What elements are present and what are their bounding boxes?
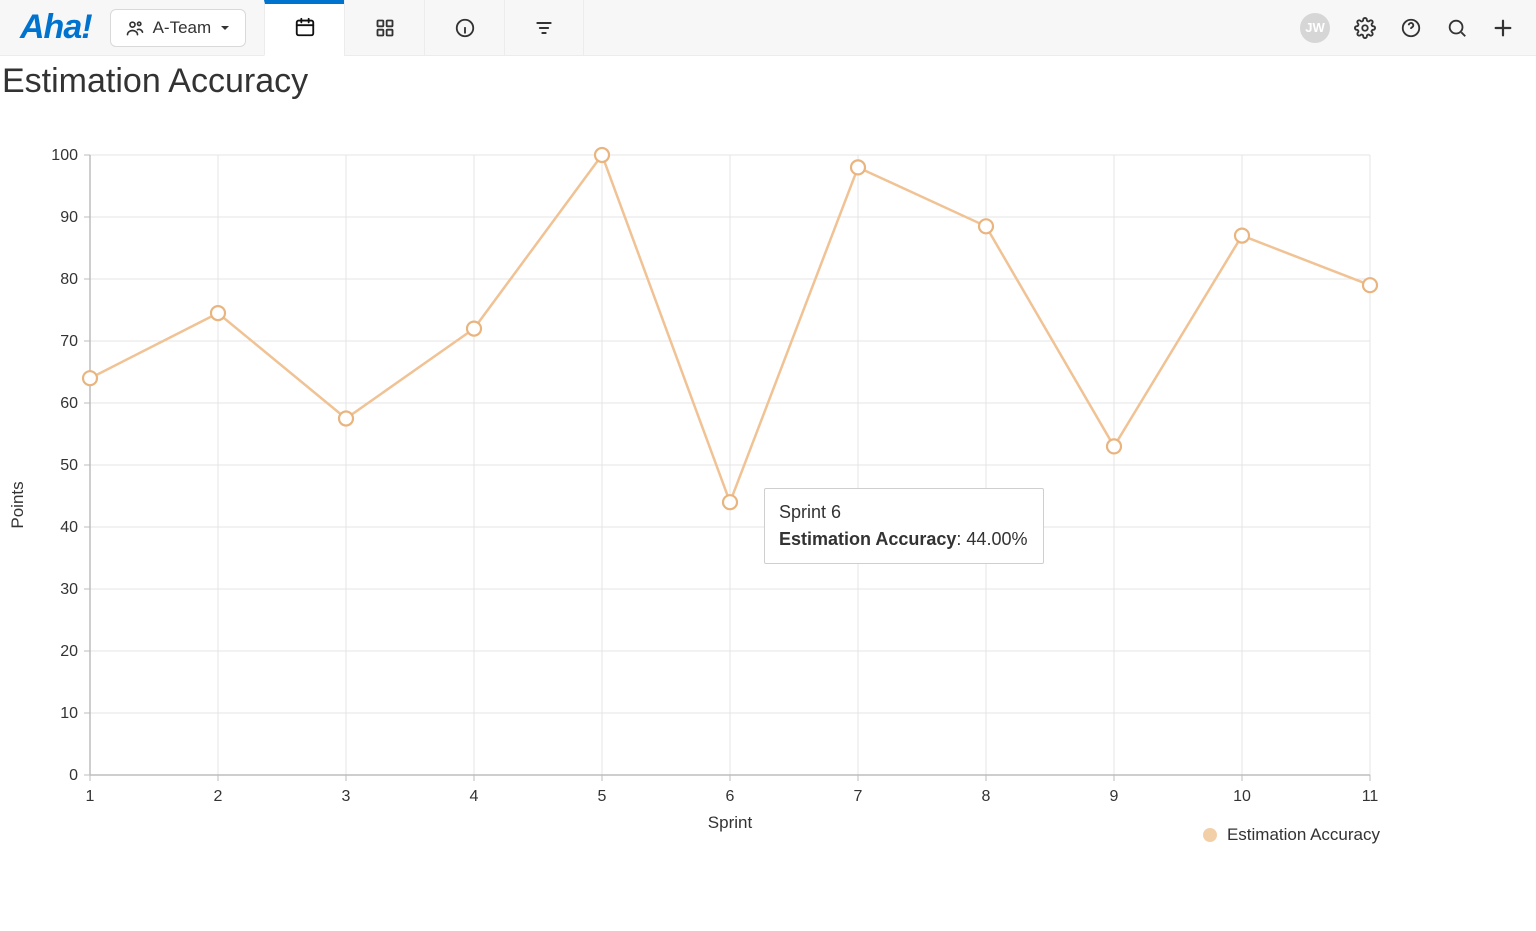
chevron-down-icon <box>219 22 231 34</box>
y-tick-label: 30 <box>60 581 78 598</box>
y-tick-label: 70 <box>60 333 78 350</box>
team-label: A-Team <box>153 18 212 38</box>
settings-button[interactable] <box>1354 17 1376 39</box>
chart-point[interactable] <box>211 306 225 320</box>
x-tick-label: 6 <box>726 788 735 805</box>
chart-point[interactable] <box>83 371 97 385</box>
y-tick-label: 10 <box>60 705 78 722</box>
gear-icon <box>1354 17 1376 39</box>
y-axis-label: Points <box>8 481 28 528</box>
x-tick-label: 10 <box>1233 788 1251 805</box>
tab-grid[interactable] <box>344 0 424 56</box>
chart-point[interactable] <box>1363 278 1377 292</box>
brand-logo[interactable]: Aha! <box>20 8 92 47</box>
grid-icon <box>375 18 395 38</box>
chart-point[interactable] <box>979 219 993 233</box>
x-tick-label: 8 <box>982 788 991 805</box>
y-tick-label: 60 <box>60 395 78 412</box>
page-title: Estimation Accuracy <box>0 56 1536 105</box>
tooltip-title: Sprint 6 <box>779 499 1029 526</box>
y-tick-label: 90 <box>60 209 78 226</box>
estimation-accuracy-chart[interactable]: 0 10 20 30 40 50 60 70 80 90 100 1 2 3 4 5 6 7 8 9 10 11 <box>30 135 1430 875</box>
brand-text: Aha! <box>20 8 92 46</box>
x-tick-label: 11 <box>1362 788 1379 805</box>
chart-point[interactable] <box>339 412 353 426</box>
y-tick-label: 0 <box>69 767 78 784</box>
team-icon <box>125 18 145 38</box>
x-tick-label: 9 <box>1110 788 1119 805</box>
x-tick-label: 2 <box>214 788 223 805</box>
tooltip-value: 44.00% <box>966 529 1027 549</box>
help-icon <box>1400 17 1422 39</box>
y-tick-label: 20 <box>60 643 78 660</box>
nav-tabs <box>264 0 584 56</box>
x-tick-label: 3 <box>342 788 351 805</box>
tab-info[interactable] <box>424 0 504 56</box>
chart-tooltip: Sprint 6 Estimation Accuracy: 44.00% <box>764 488 1044 564</box>
x-axis-label: Sprint <box>708 813 752 833</box>
add-button[interactable] <box>1492 17 1514 39</box>
tab-filter[interactable] <box>504 0 584 56</box>
y-tick-label: 40 <box>60 519 78 536</box>
search-button[interactable] <box>1446 17 1468 39</box>
chart-legend[interactable]: Estimation Accuracy <box>1203 825 1380 845</box>
chart-area: 01020304050607080901001234567891011 Poin… <box>30 135 1430 875</box>
chart-point[interactable] <box>851 160 865 174</box>
plus-icon <box>1492 17 1514 39</box>
topbar: Aha! A-Team <box>0 0 1536 56</box>
x-tick-label: 1 <box>86 788 95 805</box>
chart-point[interactable] <box>467 322 481 336</box>
chart-point[interactable] <box>1235 229 1249 243</box>
calendar-icon <box>294 16 316 38</box>
avatar-initials: JW <box>1305 20 1325 35</box>
search-icon <box>1446 17 1468 39</box>
topbar-right: JW <box>1300 13 1524 43</box>
team-picker[interactable]: A-Team <box>110 9 247 47</box>
chart-point[interactable] <box>723 495 737 509</box>
legend-swatch <box>1203 828 1217 842</box>
legend-label: Estimation Accuracy <box>1227 825 1380 845</box>
info-icon <box>454 17 476 39</box>
chart-point[interactable] <box>1107 439 1121 453</box>
y-tick-label: 50 <box>60 457 78 474</box>
chart-point[interactable] <box>595 148 609 162</box>
avatar[interactable]: JW <box>1300 13 1330 43</box>
filter-icon <box>534 18 554 38</box>
y-tick-label: 80 <box>60 271 78 288</box>
y-tick-label: 100 <box>51 147 78 164</box>
x-tick-label: 4 <box>470 788 479 805</box>
x-tick-label: 5 <box>598 788 607 805</box>
tab-calendar[interactable] <box>264 0 344 56</box>
x-tick-label: 7 <box>854 788 863 805</box>
help-button[interactable] <box>1400 17 1422 39</box>
tooltip-metric-label: Estimation Accuracy <box>779 529 956 549</box>
